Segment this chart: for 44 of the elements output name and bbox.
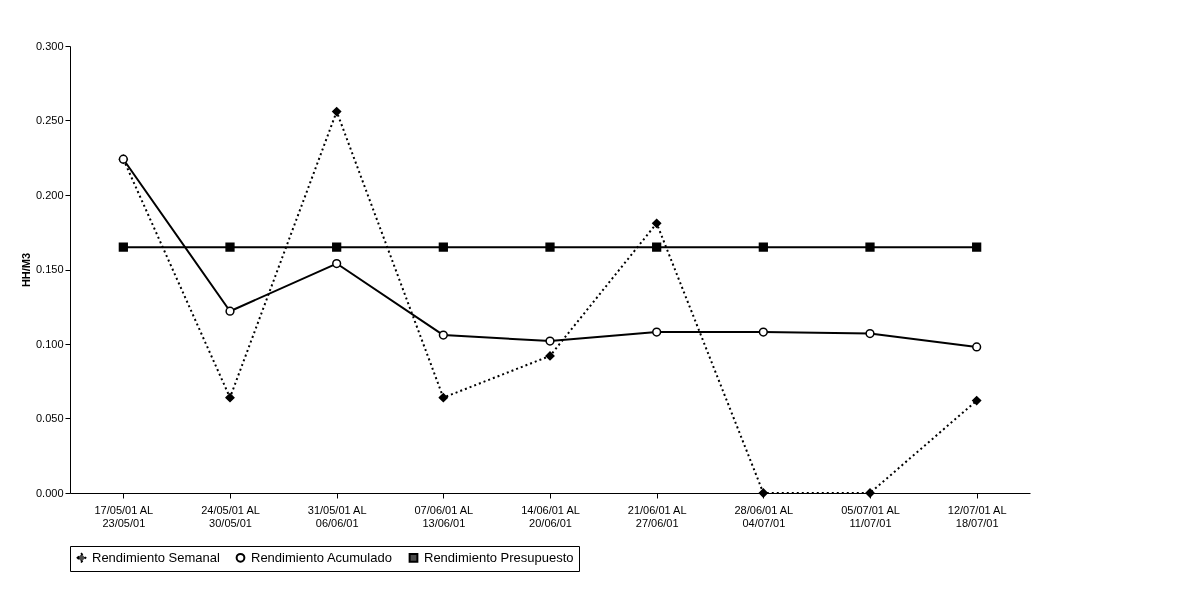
point (438, 242, 448, 252)
point (438, 393, 448, 403)
y-tick-label: 0.000 (35, 486, 64, 499)
x-tick-label: 07/06/01 AL 13/06/01 (414, 503, 474, 529)
point (652, 218, 662, 228)
x-tick-label: 05/07/01 AL 11/07/01 (841, 503, 900, 529)
y-tick-label: 0.200 (35, 188, 64, 201)
point (438, 330, 448, 340)
y-tick-label: 0.150 (35, 263, 64, 275)
point (758, 488, 768, 498)
point (545, 242, 555, 252)
point (652, 327, 662, 337)
point (972, 396, 982, 406)
x-tick-label: 17/05/01 AL 23/05/01 (94, 503, 154, 529)
point (652, 242, 662, 252)
x-tick-label: 31/05/01 AL 06/06/01 (307, 503, 367, 529)
point (225, 306, 235, 316)
y-axis-title: HH/M3 (19, 252, 32, 288)
point (545, 336, 555, 346)
point (332, 106, 342, 117)
legend-label: Rendimiento Presupuesto (424, 549, 574, 565)
point (972, 342, 982, 352)
x-tick-label: 21/06/01 AL 27/06/01 (627, 503, 687, 529)
y-tick-label: 0.250 (35, 114, 64, 126)
point (758, 327, 768, 337)
y-tick-label: 0.100 (35, 337, 64, 350)
point (865, 242, 875, 252)
x-tick-label: 14/06/01 AL 20/06/01 (521, 503, 580, 529)
point (865, 328, 875, 339)
point (332, 258, 342, 269)
point (225, 393, 235, 403)
x-tick-label: 28/06/01 AL 04/07/01 (734, 503, 794, 529)
point (758, 242, 768, 252)
legend-label: Rendimiento Semanal (92, 549, 221, 565)
x-tick-label: 24/05/01 AL 30/05/01 (201, 503, 260, 529)
y-tick-label: 0.300 (35, 39, 64, 52)
point (972, 242, 982, 252)
x-tick-label: 12/07/01 AL 18/07/01 (947, 503, 1007, 529)
point (332, 242, 342, 252)
y-tick-label: 0.050 (35, 412, 64, 424)
point (118, 242, 128, 252)
legend-label: Rendimiento Acumulado (251, 549, 392, 565)
point (225, 242, 235, 252)
point (545, 351, 555, 361)
